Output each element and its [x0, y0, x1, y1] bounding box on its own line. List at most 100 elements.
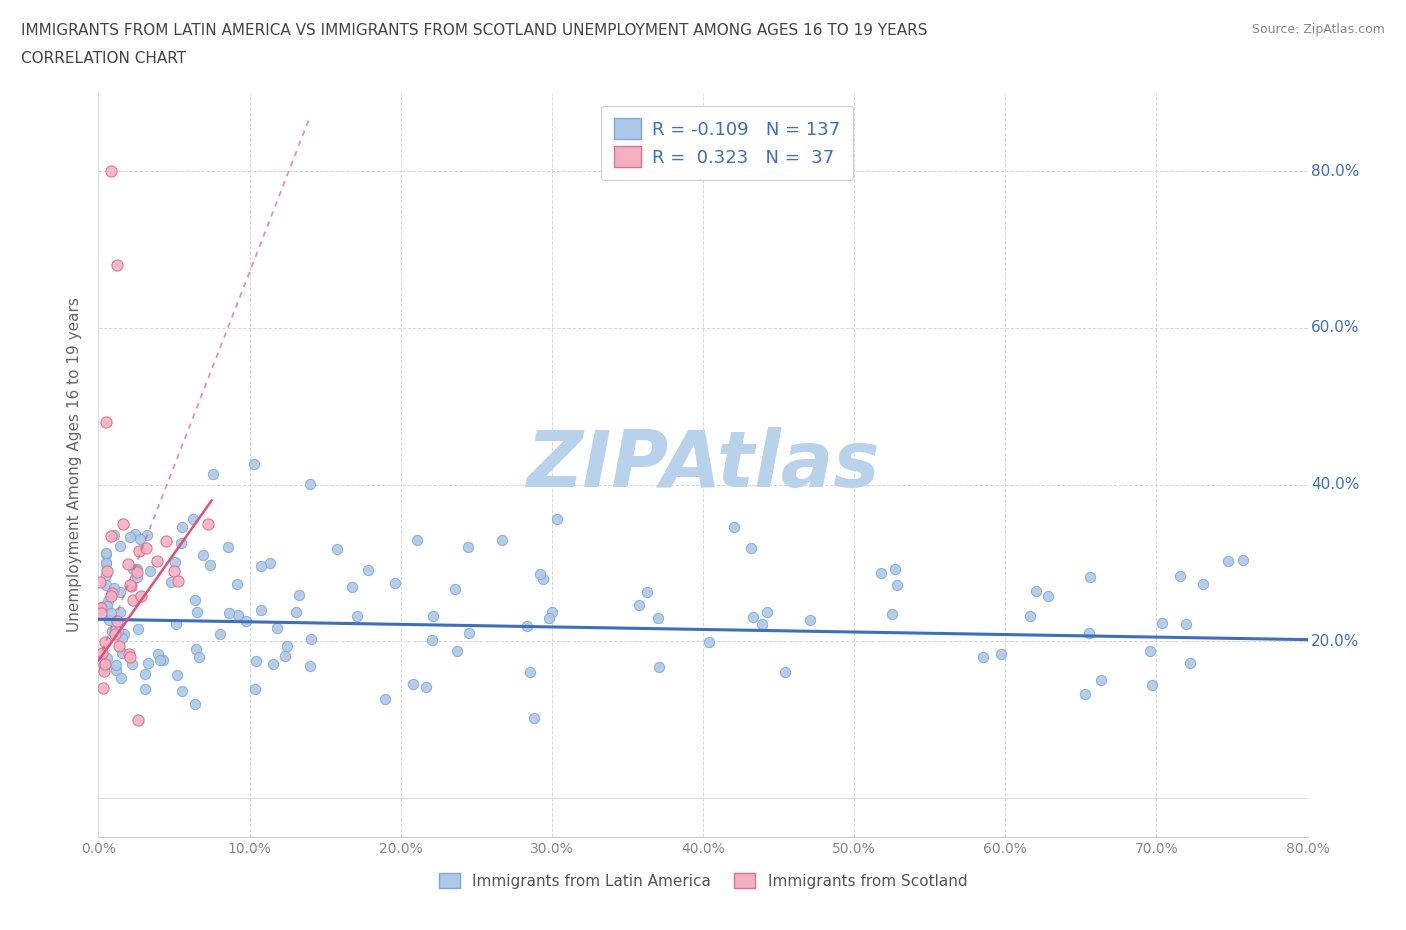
Point — [245, 654, 267, 669]
Point — [121, 592, 143, 607]
Point — [298, 477, 321, 492]
Point — [100, 528, 122, 543]
Point — [96, 651, 118, 666]
Point — [112, 627, 135, 642]
Point — [740, 541, 762, 556]
Point — [94, 568, 117, 583]
Point — [1019, 608, 1042, 623]
Point — [89, 575, 111, 590]
Point — [134, 666, 156, 681]
Point — [647, 659, 669, 674]
Legend: Immigrants from Latin America, Immigrants from Scotland: Immigrants from Latin America, Immigrant… — [432, 865, 974, 897]
Point — [94, 598, 117, 613]
Point — [628, 598, 651, 613]
Point — [457, 539, 479, 554]
Point — [135, 541, 157, 556]
Point — [94, 546, 117, 561]
Point — [869, 565, 891, 580]
Point — [187, 649, 209, 664]
Point — [202, 467, 225, 482]
Point — [165, 616, 187, 631]
Point — [105, 658, 128, 673]
Point — [406, 533, 429, 548]
Point — [152, 653, 174, 668]
Point — [124, 527, 146, 542]
Point — [217, 539, 239, 554]
Point — [276, 639, 298, 654]
Point — [90, 600, 112, 615]
Point — [357, 563, 380, 578]
Point — [1025, 584, 1047, 599]
Point — [97, 594, 120, 609]
Point — [299, 631, 322, 646]
Point — [101, 623, 124, 638]
Text: Source: ZipAtlas.com: Source: ZipAtlas.com — [1251, 23, 1385, 36]
Point — [374, 691, 396, 706]
Point — [886, 578, 908, 592]
Text: ZIPAtlas: ZIPAtlas — [526, 427, 880, 503]
Point — [96, 564, 118, 578]
Point — [274, 648, 297, 663]
Point — [93, 634, 115, 649]
Point — [93, 658, 115, 672]
Point — [127, 622, 149, 637]
Point — [120, 529, 142, 544]
Point — [118, 646, 141, 661]
Point — [98, 612, 121, 627]
Point — [100, 164, 122, 179]
Point — [1078, 626, 1101, 641]
Point — [1142, 678, 1164, 693]
Y-axis label: Unemployment Among Ages 16 to 19 years: Unemployment Among Ages 16 to 19 years — [67, 298, 83, 632]
Text: IMMIGRANTS FROM LATIN AMERICA VS IMMIGRANTS FROM SCOTLAND UNEMPLOYMENT AMONG AGE: IMMIGRANTS FROM LATIN AMERICA VS IMMIGRA… — [21, 23, 928, 38]
Point — [159, 574, 181, 589]
Point — [112, 517, 135, 532]
Point — [515, 618, 537, 633]
Point — [1178, 655, 1201, 670]
Point — [287, 588, 309, 603]
Point — [90, 645, 112, 660]
Point — [1074, 687, 1097, 702]
Point — [285, 604, 308, 619]
Point — [96, 598, 118, 613]
Text: CORRELATION CHART: CORRELATION CHART — [21, 51, 186, 66]
Point — [170, 520, 193, 535]
Point — [103, 580, 125, 595]
Point — [880, 607, 903, 622]
Point — [697, 634, 720, 649]
Point — [134, 682, 156, 697]
Point — [415, 680, 437, 695]
Point — [110, 671, 132, 685]
Point — [149, 653, 172, 668]
Point — [184, 642, 207, 657]
Point — [100, 585, 122, 600]
Point — [125, 565, 148, 579]
Point — [100, 605, 122, 620]
Point — [636, 584, 658, 599]
Point — [94, 415, 117, 430]
Point — [250, 559, 273, 574]
Point — [183, 512, 205, 526]
Point — [94, 555, 117, 570]
Point — [129, 531, 152, 546]
Point — [751, 617, 773, 631]
Point — [250, 603, 273, 618]
Point — [346, 608, 368, 623]
Point — [546, 512, 568, 526]
Point — [325, 541, 347, 556]
Point — [136, 656, 159, 671]
Point — [91, 681, 114, 696]
Point — [107, 614, 129, 629]
Point — [117, 556, 139, 571]
Point — [519, 665, 541, 680]
Point — [94, 555, 117, 570]
Point — [531, 572, 554, 587]
Point — [243, 682, 266, 697]
Point — [990, 646, 1012, 661]
Point — [458, 625, 481, 640]
Point — [128, 543, 150, 558]
Point — [191, 548, 214, 563]
Point — [166, 668, 188, 683]
Point — [146, 553, 169, 568]
Point — [1078, 569, 1101, 584]
Point — [198, 558, 221, 573]
